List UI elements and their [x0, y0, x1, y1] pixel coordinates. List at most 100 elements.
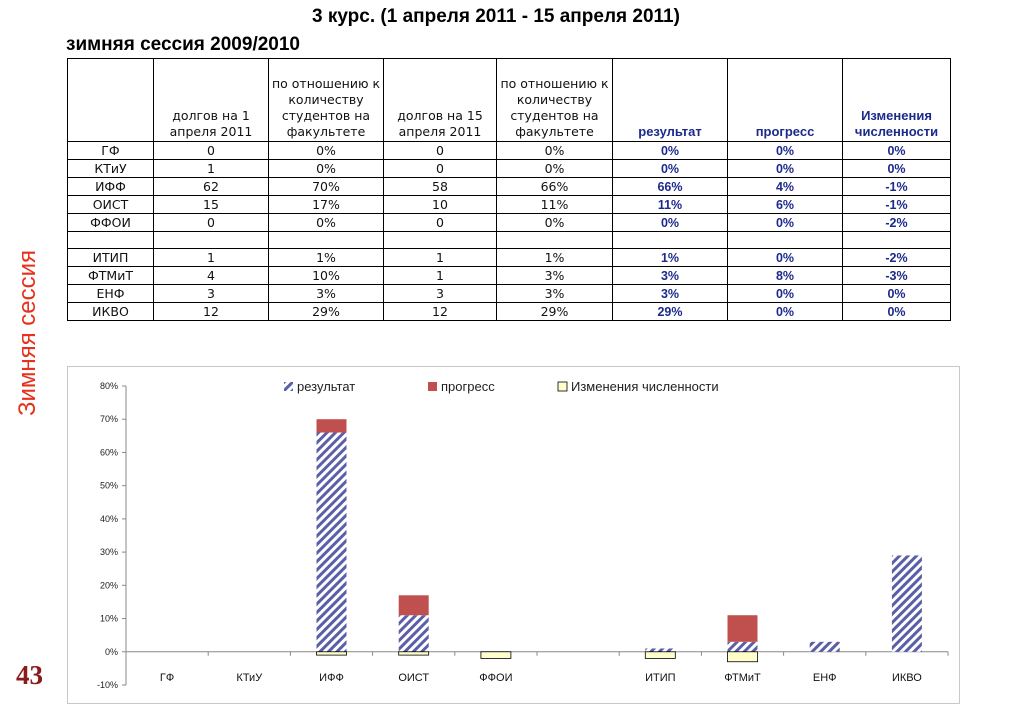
table-row: ЕНФ 3 3% 3 3% 3% 0% 0%: [67, 284, 951, 303]
x-tick-label: ЕНФ: [813, 672, 837, 684]
bar-result: [727, 641, 758, 652]
table-cell: 10%: [268, 266, 384, 285]
table-row: ИТИП 1 1% 1 1% 1% 0% -2%: [67, 248, 951, 267]
table-cell: 0%: [496, 213, 613, 232]
bar-progress: [727, 615, 758, 642]
legend-label: результат: [297, 379, 355, 394]
data-table: долгов на 1 апреля 2011 по отношению к к…: [67, 58, 951, 321]
table-cell: 0: [383, 213, 497, 232]
table-cell: 0%: [842, 284, 951, 303]
table-cell: 0%: [727, 302, 843, 321]
table-cell: ФТМиТ: [67, 266, 154, 285]
table-cell: 3%: [268, 284, 384, 303]
page-subtitle: зимняя сессия 2009/2010: [66, 34, 300, 55]
table-cell: [727, 231, 843, 249]
page-title: 3 курс. (1 апреля 2011 - 15 апреля 2011): [312, 6, 680, 27]
col-header-ratio-april-15: по отношению к количеству студентов на ф…: [496, 58, 613, 142]
bar-progress: [398, 595, 429, 616]
page-number: 43: [16, 660, 43, 690]
table-cell: 1: [383, 266, 497, 285]
bar-result: [645, 648, 676, 652]
table-cell: 1: [383, 248, 497, 267]
table-cell: 0%: [268, 213, 384, 232]
legend-swatch: [284, 382, 293, 391]
table-cell: 0%: [727, 284, 843, 303]
table-cell: 62: [153, 177, 269, 196]
table-cell: 0%: [842, 141, 951, 160]
table-cell: 12: [383, 302, 497, 321]
table-cell: 4: [153, 266, 269, 285]
x-tick-label: ИКВО: [892, 672, 922, 684]
table-row: ИКВО 12 29% 12 29% 29% 0% 0%: [67, 302, 951, 321]
table-cell: 0%: [727, 141, 843, 160]
table-cell: 4%: [727, 177, 843, 196]
col-header-result: результат: [612, 58, 728, 142]
table-cell: 29%: [612, 302, 728, 321]
x-tick-label: ОИСТ: [398, 672, 429, 684]
table-cell: 66%: [612, 177, 728, 196]
table-cell: ГФ: [67, 141, 154, 160]
bar-progress: [316, 419, 347, 433]
legend-swatch: [557, 381, 568, 392]
col-header-progress: прогресс: [727, 58, 843, 142]
side-label: Зимняя сессия: [8, 215, 48, 450]
table-cell: 58: [383, 177, 497, 196]
bar-result: [316, 432, 347, 652]
table-cell: 0%: [612, 213, 728, 232]
table-cell: 0%: [842, 159, 951, 178]
table-row: ОИСТ 15 17% 10 11% 11% 6% -1%: [67, 195, 951, 214]
table-cell: 0%: [842, 302, 951, 321]
table-cell: -1%: [842, 195, 951, 214]
table-cell: КТиУ: [67, 159, 154, 178]
table-cell: [67, 231, 154, 249]
y-tick-label: 30%: [100, 547, 118, 557]
legend-label: прогресс: [441, 379, 495, 394]
x-tick-label: ФТМиТ: [724, 672, 761, 684]
table-cell: 1%: [268, 248, 384, 267]
table-cell: ЕНФ: [67, 284, 154, 303]
table-cell: 0%: [612, 159, 728, 178]
x-tick-label: ИТИП: [645, 672, 676, 684]
col-header-debts-april-15: долгов на 15 апреля 2011: [383, 58, 497, 142]
y-tick-label: 70%: [100, 414, 118, 424]
col-header-ratio-april-1: по отношению к количеству студентов на ф…: [268, 58, 384, 142]
col-header-faculty: [67, 58, 154, 142]
table-cell: [842, 231, 951, 249]
table-cell: [383, 231, 497, 249]
table-cell: [268, 231, 384, 249]
y-tick-label: 80%: [100, 381, 118, 391]
table-cell: ИТИП: [67, 248, 154, 267]
bar-change: [727, 651, 758, 663]
table-cell: 3: [383, 284, 497, 303]
table-row: ФТМиТ 4 10% 1 3% 3% 8% -3%: [67, 266, 951, 285]
stacked-bar-chart: -10% 0% 10% 20% 30% 40% 50% 60% 70% 80% ГФ КТиУ ИФФ О…: [97, 379, 949, 690]
chart-container: -10% 0% 10% 20% 30% 40% 50% 60% 70% 80% ГФ КТиУ ИФФ О…: [67, 366, 960, 704]
table-cell: 29%: [496, 302, 613, 321]
table-cell: 29%: [268, 302, 384, 321]
y-tick-label: 40%: [100, 514, 118, 524]
table-cell: 8%: [727, 266, 843, 285]
table-cell: 12: [153, 302, 269, 321]
legend-swatch: [428, 382, 437, 391]
table-cell: 3%: [612, 266, 728, 285]
table-cell: 0%: [268, 159, 384, 178]
table-row: ФФОИ 0 0% 0 0% 0% 0% -2%: [67, 213, 951, 232]
table-cell: 1%: [496, 248, 613, 267]
table-cell: 0: [153, 141, 269, 160]
table-cell: 3: [153, 284, 269, 303]
bar-change: [398, 651, 430, 656]
table-row: КТиУ 1 0% 0 0% 0% 0% 0%: [67, 159, 951, 178]
table-cell: 1: [153, 248, 269, 267]
bar-result: [809, 641, 840, 652]
table-cell: [153, 231, 269, 249]
table-cell: 0%: [496, 141, 613, 160]
y-tick-label: -10%: [97, 680, 118, 690]
table-cell: 0%: [612, 141, 728, 160]
x-tick-label: ФФОИ: [479, 672, 512, 684]
legend-label: Изменения численности: [571, 379, 719, 394]
side-label-text: Зимняя сессия: [14, 249, 41, 416]
table-cell: 3%: [496, 266, 613, 285]
table-cell: 15: [153, 195, 269, 214]
table-cell: ФФОИ: [67, 213, 154, 232]
table-cell: 1%: [612, 248, 728, 267]
